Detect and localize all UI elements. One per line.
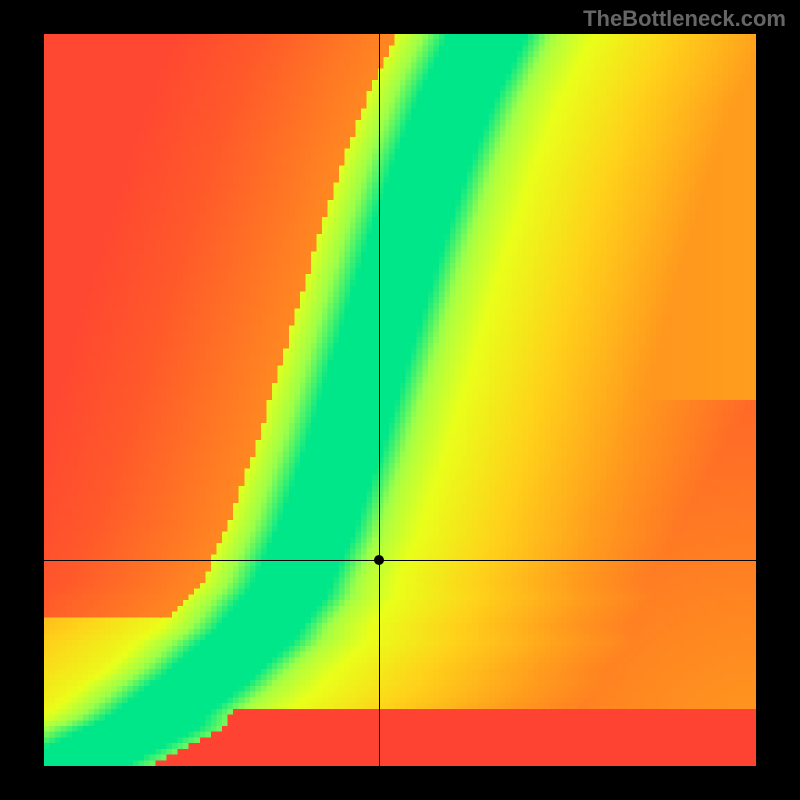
- crosshair-horizontal: [44, 560, 756, 561]
- watermark-text: TheBottleneck.com: [583, 6, 786, 32]
- heatmap-plot: [44, 34, 756, 766]
- heatmap-canvas: [44, 34, 756, 766]
- crosshair-vertical: [379, 34, 380, 766]
- crosshair-dot: [374, 555, 384, 565]
